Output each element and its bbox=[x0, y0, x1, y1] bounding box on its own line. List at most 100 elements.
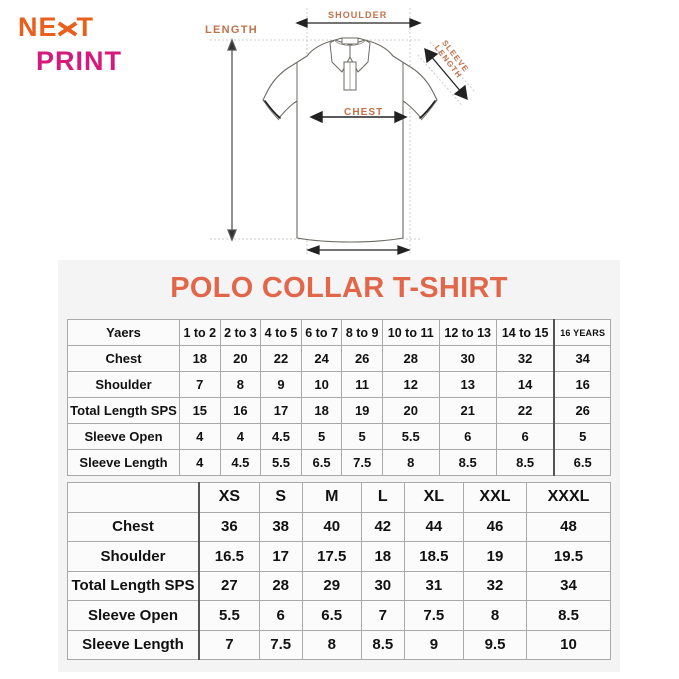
column-header: 12 to 13 bbox=[438, 319, 497, 346]
column-header: 8 to 9 bbox=[341, 319, 383, 346]
table-cell: 6.5 bbox=[300, 449, 343, 476]
table-cell: 8 bbox=[301, 629, 362, 660]
table-cell: 4.5 bbox=[219, 449, 262, 476]
sleeve-cuff-inner bbox=[262, 99, 438, 121]
table-cell: 5 bbox=[300, 423, 343, 450]
table-cell: 38 bbox=[258, 511, 303, 542]
table-row: Shoulder 7 8 9 10 11 12 13 14 16 bbox=[67, 371, 612, 398]
table-cell: 20 bbox=[219, 345, 262, 372]
table-cell: 12 bbox=[381, 371, 440, 398]
table-cell: 8 bbox=[462, 600, 528, 631]
table-cell: 7.5 bbox=[403, 600, 464, 631]
table-cell: 5 bbox=[553, 423, 612, 450]
table-header-row: XS S M L XL XXL XXXL bbox=[67, 482, 611, 513]
table-cell: 9 bbox=[260, 371, 302, 398]
table-cell: 19 bbox=[462, 541, 528, 572]
neck-seam bbox=[334, 40, 366, 46]
table-row: Shoulder 16.5 17 17.5 18 18.5 19 19.5 bbox=[67, 541, 611, 572]
shirt-outline bbox=[262, 37, 438, 243]
sleeve-length-arrow bbox=[424, 47, 468, 101]
column-header: 14 to 15 bbox=[495, 319, 555, 346]
table-cell: 6.5 bbox=[553, 449, 612, 476]
table-cell: 28 bbox=[381, 345, 440, 372]
table-cell: 5.5 bbox=[381, 423, 440, 450]
row-label: Chest bbox=[67, 345, 180, 372]
table-cell: 11 bbox=[341, 371, 383, 398]
table-cell: 32 bbox=[495, 345, 555, 372]
table-cell: 46 bbox=[462, 511, 528, 542]
table-cell: 13 bbox=[438, 371, 497, 398]
table-cell: 4 bbox=[179, 449, 221, 476]
row-label: Sleeve Length bbox=[67, 449, 180, 476]
table-cell: 30 bbox=[438, 345, 497, 372]
sleeve-seams bbox=[296, 62, 404, 101]
table-cell: 27 bbox=[197, 570, 260, 601]
table-cell: 18 bbox=[360, 541, 405, 572]
column-header: XL bbox=[403, 482, 464, 513]
table-cell: 36 bbox=[197, 511, 260, 542]
table-cell: 8.5 bbox=[438, 449, 497, 476]
logo-next-suffix: T bbox=[76, 12, 95, 42]
table-cell: 5 bbox=[341, 423, 383, 450]
table-row: Chest 18 20 22 24 26 28 30 32 34 bbox=[67, 345, 612, 372]
table-row: Chest 36 38 40 42 44 46 48 bbox=[67, 511, 611, 542]
table-row: Total Length SPS 15 16 17 18 19 20 21 22 26 bbox=[67, 397, 612, 424]
table-cell: 21 bbox=[438, 397, 497, 424]
table-corner-label bbox=[67, 482, 200, 513]
table-corner-label: Yaers bbox=[67, 319, 180, 346]
table-cell: 8.5 bbox=[526, 600, 611, 631]
column-header: 6 to 7 bbox=[300, 319, 343, 346]
row-label: Sleeve Open bbox=[67, 423, 180, 450]
table-cell: 29 bbox=[301, 570, 362, 601]
chest-arrow bbox=[309, 110, 408, 124]
table-cell: 7 bbox=[360, 600, 405, 631]
table-cell: 17 bbox=[258, 541, 303, 572]
tshirt-diagram-svg bbox=[210, 8, 476, 255]
table-cell: 16 bbox=[553, 371, 612, 398]
table-cell: 40 bbox=[301, 511, 362, 542]
table-row: Sleeve Open 4 4 4.5 5 5 5.5 6 6 5 bbox=[67, 423, 612, 450]
shirt-placket bbox=[343, 61, 357, 91]
column-header: 10 to 11 bbox=[381, 319, 440, 346]
table-cell: 28 bbox=[258, 570, 303, 601]
table-cell: 34 bbox=[526, 570, 611, 601]
row-label: Total Length SPS bbox=[67, 397, 180, 424]
table-cell: 26 bbox=[341, 345, 383, 372]
sleeve-cuffs bbox=[264, 100, 436, 119]
column-header: 4 to 5 bbox=[260, 319, 302, 346]
table-cell: 31 bbox=[403, 570, 464, 601]
table-cell: 18 bbox=[300, 397, 343, 424]
table-row: Sleeve Length 4 4.5 5.5 6.5 7.5 8 8.5 8.5 6.5 bbox=[67, 449, 612, 476]
brand-logo: NE T PRINT bbox=[18, 10, 178, 78]
tshirt-diagram: LENGTH SHOULDER CHEST SLEEVE LENGTH bbox=[190, 0, 490, 260]
table-cell: 20 bbox=[381, 397, 440, 424]
table-cell: 17 bbox=[260, 397, 302, 424]
table-cell: 30 bbox=[360, 570, 405, 601]
label-chest: CHEST bbox=[344, 107, 384, 118]
row-label: Total Length SPS bbox=[67, 570, 200, 601]
table-cell: 16 bbox=[219, 397, 262, 424]
table-cell: 8.5 bbox=[360, 629, 405, 660]
table-cell: 9 bbox=[403, 629, 464, 660]
table-cell: 32 bbox=[462, 570, 528, 601]
table-cell: 7.5 bbox=[258, 629, 303, 660]
table-cell: 8 bbox=[381, 449, 440, 476]
table-cell: 22 bbox=[495, 397, 555, 424]
table-cell: 6 bbox=[258, 600, 303, 631]
column-header: S bbox=[258, 482, 303, 513]
column-header: XS bbox=[197, 482, 260, 513]
table-cell: 24 bbox=[300, 345, 343, 372]
table-cell: 9.5 bbox=[462, 629, 528, 660]
table-cell: 48 bbox=[526, 511, 611, 542]
table-cell: 19.5 bbox=[526, 541, 611, 572]
shirt-collar bbox=[329, 37, 371, 73]
row-label: Shoulder bbox=[67, 371, 180, 398]
row-label: Sleeve Open bbox=[67, 600, 200, 631]
column-header: L bbox=[360, 482, 405, 513]
table-cell: 6 bbox=[495, 423, 555, 450]
table-cell: 34 bbox=[553, 345, 612, 372]
table-cell: 18.5 bbox=[403, 541, 464, 572]
table-cell: 14 bbox=[495, 371, 555, 398]
